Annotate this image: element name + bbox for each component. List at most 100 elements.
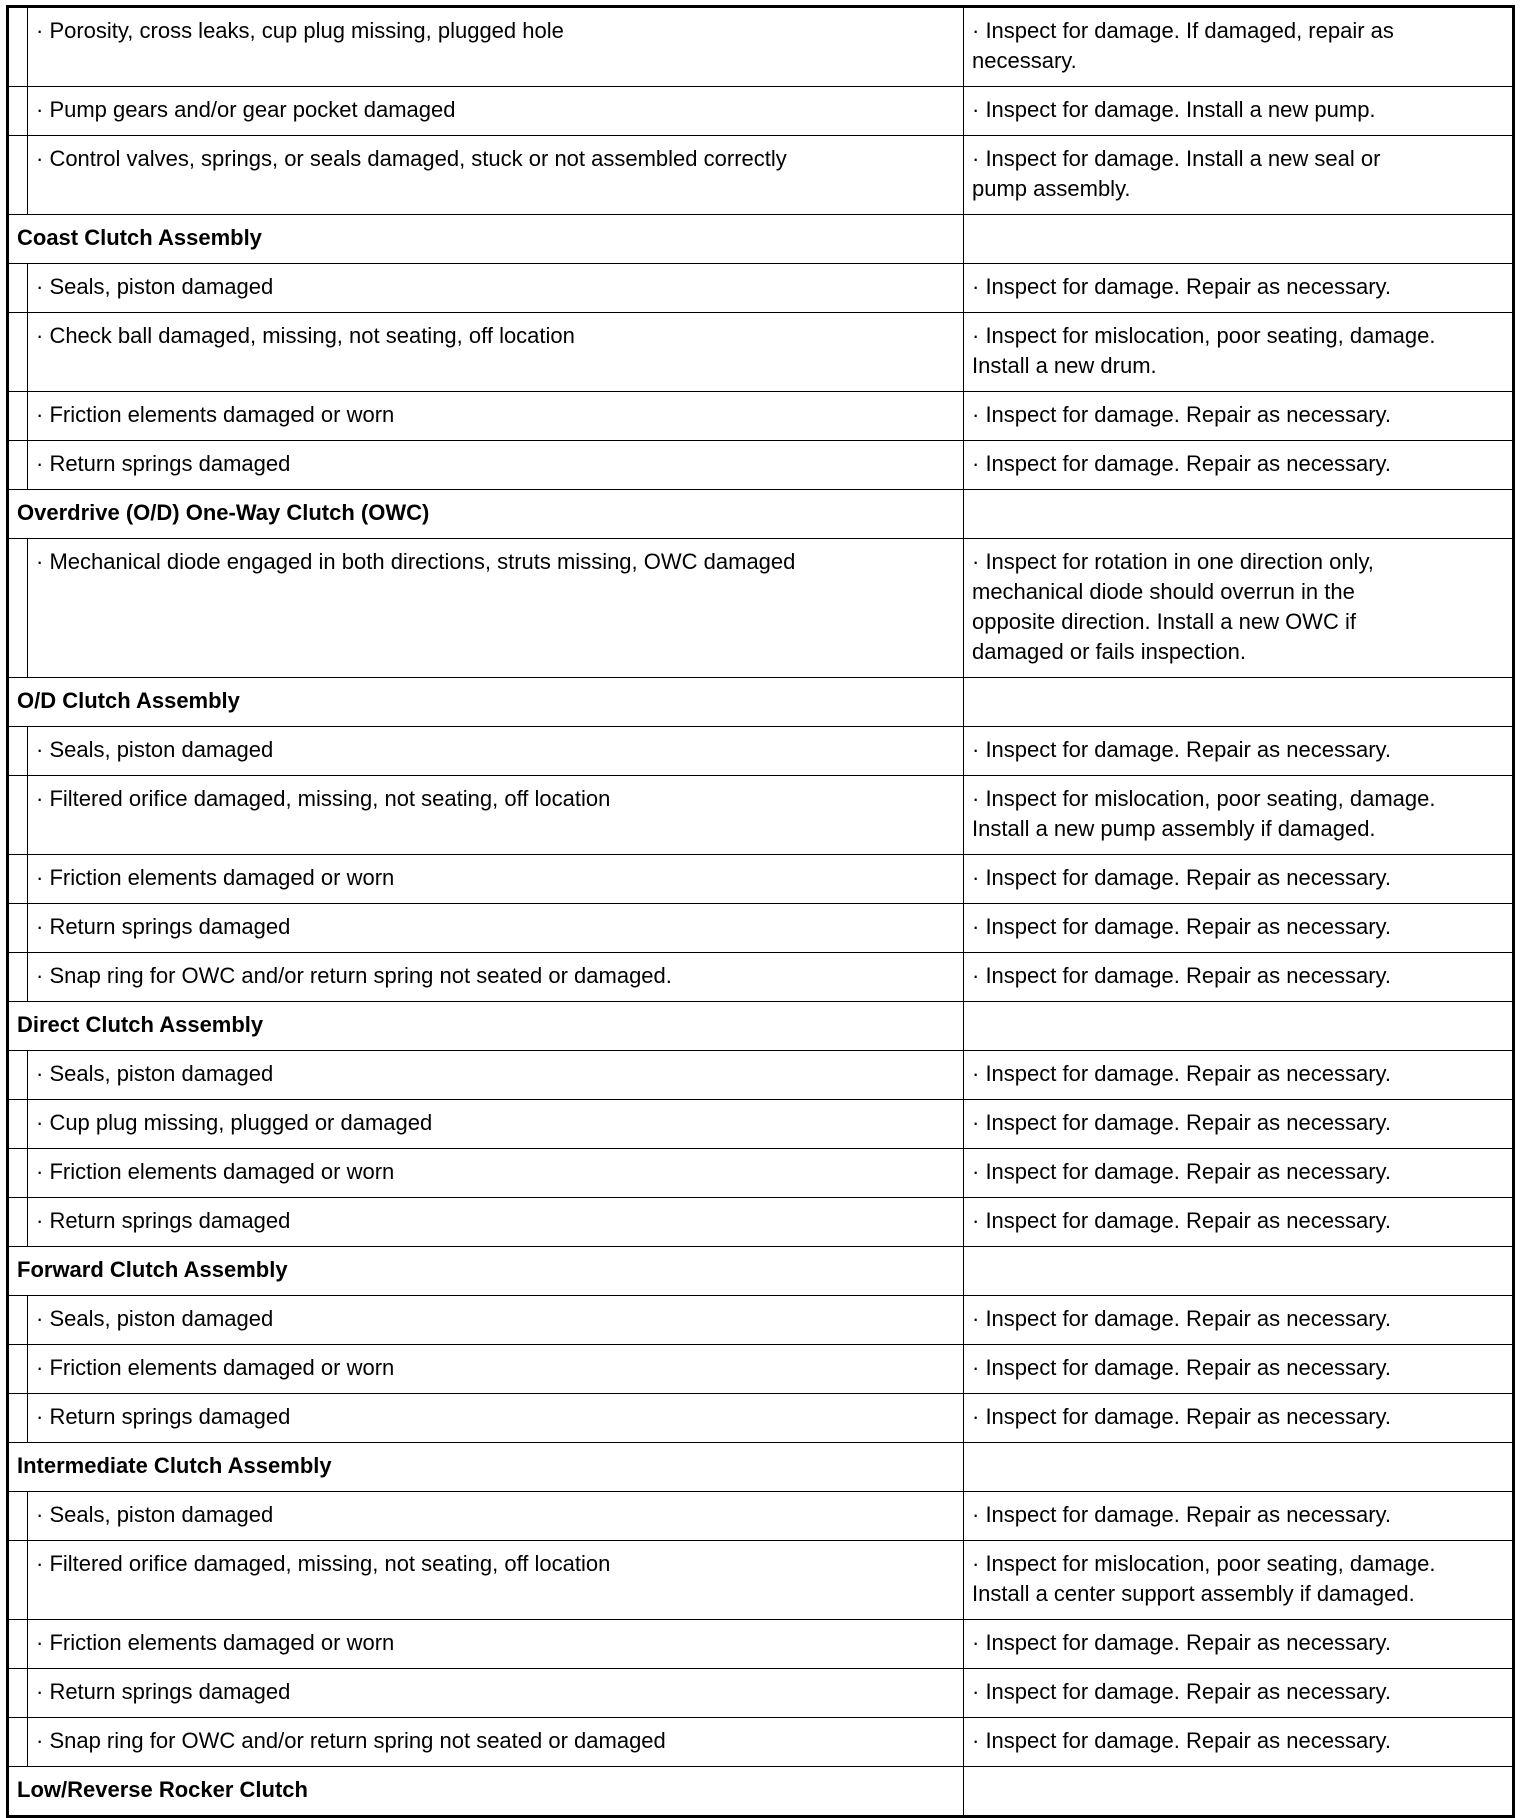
indent-cell [7,1619,28,1669]
empty-action-cell [963,1442,1514,1492]
indent-cell [7,1099,28,1149]
indent-cell [7,1393,28,1443]
table-row: · Seals, piston damaged · Inspect for dam… [7,1491,1514,1541]
action-cell: · Inspect for damage. Repair as necessar… [963,1717,1514,1767]
indent-cell [7,1295,28,1345]
section-heading: Forward Clutch Assembly [7,1246,964,1296]
section-heading: Direct Clutch Assembly [7,1001,964,1051]
action-cell: · Inspect for damage. If damaged, repair… [963,6,1514,87]
table-row: · Return springs damaged · Inspect for da… [7,440,1514,490]
indent-cell [7,1148,28,1198]
action-cell: · Inspect for damage. Repair as necessar… [963,952,1514,1002]
section-heading: Coast Clutch Assembly [7,214,964,264]
symptom-cell: · Cup plug missing, plugged or damaged [27,1099,964,1149]
action-cell: · Inspect for damage. Repair as necessar… [963,903,1514,953]
table-row: · Seals, piston damaged · Inspect for dam… [7,726,1514,776]
symptom-cell: · Seals, piston damaged [27,726,964,776]
empty-action-cell [963,1246,1514,1296]
action-cell: · Inspect for damage. Repair as necessar… [963,1619,1514,1669]
action-cell: · Inspect for mislocation, poor seating,… [963,312,1514,392]
indent-cell [7,952,28,1002]
action-cell: · Inspect for damage. Repair as necessar… [963,1099,1514,1149]
indent-cell [7,854,28,904]
indent-cell [7,6,28,87]
indent-cell [7,440,28,490]
action-cell: · Inspect for damage. Repair as necessar… [963,1050,1514,1100]
action-cell: · Inspect for damage. Repair as necessar… [963,1491,1514,1541]
section-heading: Low/Reverse Rocker Clutch [7,1766,964,1817]
indent-cell [7,263,28,313]
table-row: · Friction elements damaged or worn · Ins… [7,1344,1514,1394]
indent-cell [7,1668,28,1718]
section-heading-row: Forward Clutch Assembly [7,1246,1514,1296]
table-row: · Cup plug missing, plugged or damaged · … [7,1099,1514,1149]
symptom-cell: · Friction elements damaged or worn [27,1148,964,1198]
indent-cell [7,1540,28,1620]
table-row: · Check ball damaged, missing, not seati… [7,312,1514,392]
symptom-cell: · Filtered orifice damaged, missing, not… [27,775,964,855]
symptom-cell: · Seals, piston damaged [27,1295,964,1345]
action-cell: · Inspect for mislocation, poor seating,… [963,775,1514,855]
section-heading-row: Intermediate Clutch Assembly [7,1442,1514,1492]
symptom-cell: · Snap ring for OWC and/or return spring… [27,1717,964,1767]
section-heading: Overdrive (O/D) One-Way Clutch (OWC) [7,489,964,539]
table-row: · Porosity, cross leaks, cup plug missin… [7,6,1514,87]
symptom-cell: · Porosity, cross leaks, cup plug missin… [27,6,964,87]
section-heading-row: Overdrive (O/D) One-Way Clutch (OWC) [7,489,1514,539]
symptom-cell: · Return springs damaged [27,440,964,490]
table-row: · Seals, piston damaged · Inspect for dam… [7,1050,1514,1100]
action-cell: · Inspect for damage. Repair as necessar… [963,1668,1514,1718]
action-cell: · Inspect for rotation in one direction … [963,538,1514,678]
indent-cell [7,1717,28,1767]
symptom-cell: · Friction elements damaged or worn [27,1619,964,1669]
section-heading: Intermediate Clutch Assembly [7,1442,964,1492]
table-row: · Filtered orifice damaged, missing, not… [7,775,1514,855]
table-row: · Seals, piston damaged · Inspect for dam… [7,1295,1514,1345]
action-cell: · Inspect for damage. Repair as necessar… [963,1393,1514,1443]
table-body: · Porosity, cross leaks, cup plug missin… [7,6,1514,1817]
indent-cell [7,775,28,855]
symptom-cell: · Return springs damaged [27,1197,964,1247]
indent-cell [7,1197,28,1247]
indent-cell [7,391,28,441]
symptom-cell: · Pump gears and/or gear pocket damaged [27,86,964,136]
section-heading-row: Direct Clutch Assembly [7,1001,1514,1051]
symptom-cell: · Seals, piston damaged [27,1491,964,1541]
indent-cell [7,726,28,776]
action-cell: · Inspect for damage. Repair as necessar… [963,854,1514,904]
table-row: · Filtered orifice damaged, missing, not… [7,1540,1514,1620]
table-row: · Snap ring for OWC and/or return spring… [7,1717,1514,1767]
section-heading-row: Low/Reverse Rocker Clutch [7,1766,1514,1817]
symptom-cell: · Snap ring for OWC and/or return spring… [27,952,964,1002]
table-row: · Return springs damaged · Inspect for da… [7,903,1514,953]
symptom-cell: · Filtered orifice damaged, missing, not… [27,1540,964,1620]
symptom-cell: · Return springs damaged [27,1668,964,1718]
symptom-cell: · Friction elements damaged or worn [27,854,964,904]
table-row: · Return springs damaged · Inspect for da… [7,1393,1514,1443]
indent-cell [7,312,28,392]
empty-action-cell [963,1001,1514,1051]
action-cell: · Inspect for damage. Repair as necessar… [963,1148,1514,1198]
indent-cell [7,86,28,136]
table-row: · Friction elements damaged or worn · Ins… [7,1619,1514,1669]
symptom-cell: · Check ball damaged, missing, not seati… [27,312,964,392]
indent-cell [7,903,28,953]
table-row: · Snap ring for OWC and/or return spring… [7,952,1514,1002]
action-cell: · Inspect for damage. Repair as necessar… [963,391,1514,441]
action-cell: · Inspect for damage. Install a new seal… [963,135,1514,215]
indent-cell [7,1491,28,1541]
symptom-cell: · Return springs damaged [27,1393,964,1443]
table-row: · Friction elements damaged or worn · Ins… [7,391,1514,441]
symptom-cell: · Seals, piston damaged [27,1050,964,1100]
table-row: · Seals, piston damaged · Inspect for dam… [7,263,1514,313]
indent-cell [7,1050,28,1100]
action-cell: · Inspect for mislocation, poor seating,… [963,1540,1514,1620]
empty-action-cell [963,214,1514,264]
section-heading-row: Coast Clutch Assembly [7,214,1514,264]
table-row: · Return springs damaged · Inspect for da… [7,1668,1514,1718]
action-cell: · Inspect for damage. Repair as necessar… [963,1197,1514,1247]
symptom-cell: · Friction elements damaged or worn [27,391,964,441]
section-heading-row: O/D Clutch Assembly [7,677,1514,727]
symptom-cell: · Seals, piston damaged [27,263,964,313]
empty-action-cell [963,489,1514,539]
